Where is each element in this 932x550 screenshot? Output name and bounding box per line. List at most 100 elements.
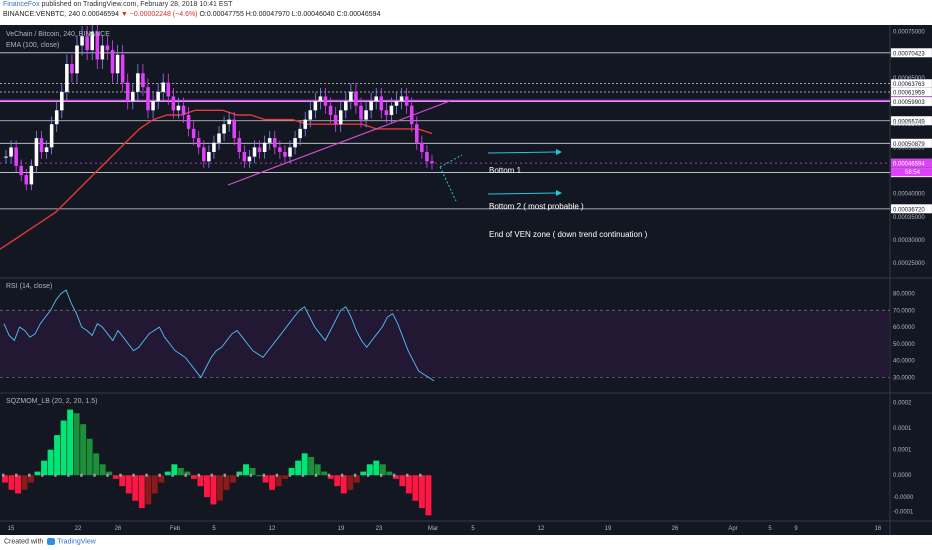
candle-body — [171, 96, 176, 111]
candle-body — [278, 147, 282, 152]
price-level-tag — [890, 138, 932, 148]
candle-body — [237, 138, 242, 152]
candle-body — [374, 96, 378, 102]
change-text: ▼ −0.00002248 (−4.6%) — [120, 11, 198, 18]
candle-body — [318, 96, 323, 102]
momentum-bar — [190, 475, 197, 479]
momentum-bar — [314, 464, 321, 476]
candle-body — [420, 142, 424, 152]
candle-body — [54, 110, 59, 125]
price-level-tag — [890, 158, 932, 168]
squeeze-dot — [171, 473, 174, 477]
price-level-tag — [890, 204, 932, 214]
candle-body — [293, 138, 297, 148]
price-axis-tick: 0.00065000 — [893, 76, 925, 82]
squeeze-dot — [327, 473, 331, 477]
candle-body — [384, 110, 389, 115]
momentum-axis-tick: -0.0000 — [893, 495, 914, 501]
candle-body — [80, 36, 84, 46]
price-chart[interactable]: Bottom 1 Bottom 2 ( most probable ) End … — [0, 25, 932, 535]
candle-body — [151, 101, 155, 111]
squeeze-dot — [210, 473, 213, 477]
rsi-band — [0, 310, 890, 378]
momentum-bar — [230, 475, 236, 483]
chart-title: VeChain / Bitcoin, 240, BINANCE — [6, 31, 110, 38]
candle-body — [125, 82, 130, 102]
tradingview-logo-icon — [47, 538, 56, 545]
candle-body — [207, 152, 211, 162]
candle-body — [131, 91, 135, 102]
candle-body — [323, 96, 328, 106]
candle-body — [217, 133, 221, 143]
momentum-bar — [21, 475, 28, 490]
momentum-bar — [145, 475, 152, 505]
tradingview-link[interactable]: TradingView — [57, 538, 96, 546]
candle-body — [333, 114, 338, 125]
momentum-bar — [86, 438, 93, 476]
price-axis-tick: 0.00075000 — [893, 30, 925, 36]
candle-body — [146, 87, 150, 111]
candle-body — [39, 138, 44, 152]
candle-body — [212, 142, 216, 152]
squeeze-dot — [106, 473, 109, 477]
ema-line — [0, 109, 433, 250]
momentum-bar — [60, 420, 67, 476]
time-axis-tick: 5 — [471, 526, 475, 532]
squeeze-dot — [80, 473, 83, 477]
candle-body — [344, 101, 348, 111]
momentum-bar — [334, 475, 341, 487]
time-axis-tick: 26 — [672, 526, 679, 532]
price-level-label: 0.00070423 — [893, 51, 925, 57]
publisher-link[interactable]: FinanceFox — [3, 1, 40, 8]
rsi-line — [3, 289, 435, 382]
time-axis-tick: 9 — [794, 526, 798, 532]
squeeze-dot — [262, 473, 266, 477]
momentum-bar — [125, 475, 132, 494]
squeeze-dot — [379, 473, 383, 477]
squeeze-dot — [197, 473, 200, 477]
candle-body — [70, 64, 74, 74]
time-axis-tick: 15 — [8, 526, 15, 532]
published-text: published on TradingView.com, February 2… — [41, 1, 233, 8]
candle-body — [115, 54, 120, 74]
squeeze-dot — [15, 473, 18, 477]
momentum-bar — [132, 475, 139, 501]
momentum-bar — [249, 467, 256, 476]
candle-body — [202, 147, 206, 162]
candle-body — [425, 152, 429, 162]
candle-body — [369, 101, 373, 111]
time-axis-tick: 22 — [75, 526, 82, 532]
ema-label: EMA (100, close) — [6, 42, 59, 49]
candle-body — [394, 101, 399, 106]
momentum-bar — [288, 467, 295, 476]
candle-body — [273, 138, 277, 148]
momentum-bar — [2, 475, 8, 483]
momentum-bar — [80, 424, 87, 476]
squeeze-dot — [2, 473, 5, 477]
price-axis-tick: 0.00025000 — [893, 261, 925, 267]
candle-body — [267, 138, 272, 143]
candle-body — [283, 152, 287, 157]
candle-body — [181, 105, 186, 115]
momentum-bar — [99, 464, 106, 476]
momentum-bar — [119, 475, 126, 487]
squeeze-dot — [67, 473, 70, 477]
bottom1-arrowhead — [556, 149, 562, 155]
momentum-bar — [269, 475, 276, 490]
time-axis-tick: Mar — [428, 526, 438, 532]
rsi-axis-tick: 70.0000 — [893, 308, 915, 314]
squeeze-dot — [275, 473, 279, 477]
candle-body — [14, 147, 18, 166]
squeeze-dot — [158, 473, 161, 477]
ohlc-line: BINANCE:VENBTC, 240 0.00046594 ▼ −0.0000… — [3, 11, 380, 18]
bottom2-arrow — [487, 192, 557, 195]
candle-body — [120, 54, 125, 83]
candle-body — [262, 142, 267, 152]
momentum-bar — [275, 475, 282, 487]
candle-body — [34, 138, 39, 166]
candle-body — [44, 147, 49, 152]
candle-body — [176, 105, 181, 111]
squeeze-dot — [54, 473, 57, 477]
momentum-bar — [28, 475, 34, 483]
momentum-bar — [171, 464, 178, 476]
